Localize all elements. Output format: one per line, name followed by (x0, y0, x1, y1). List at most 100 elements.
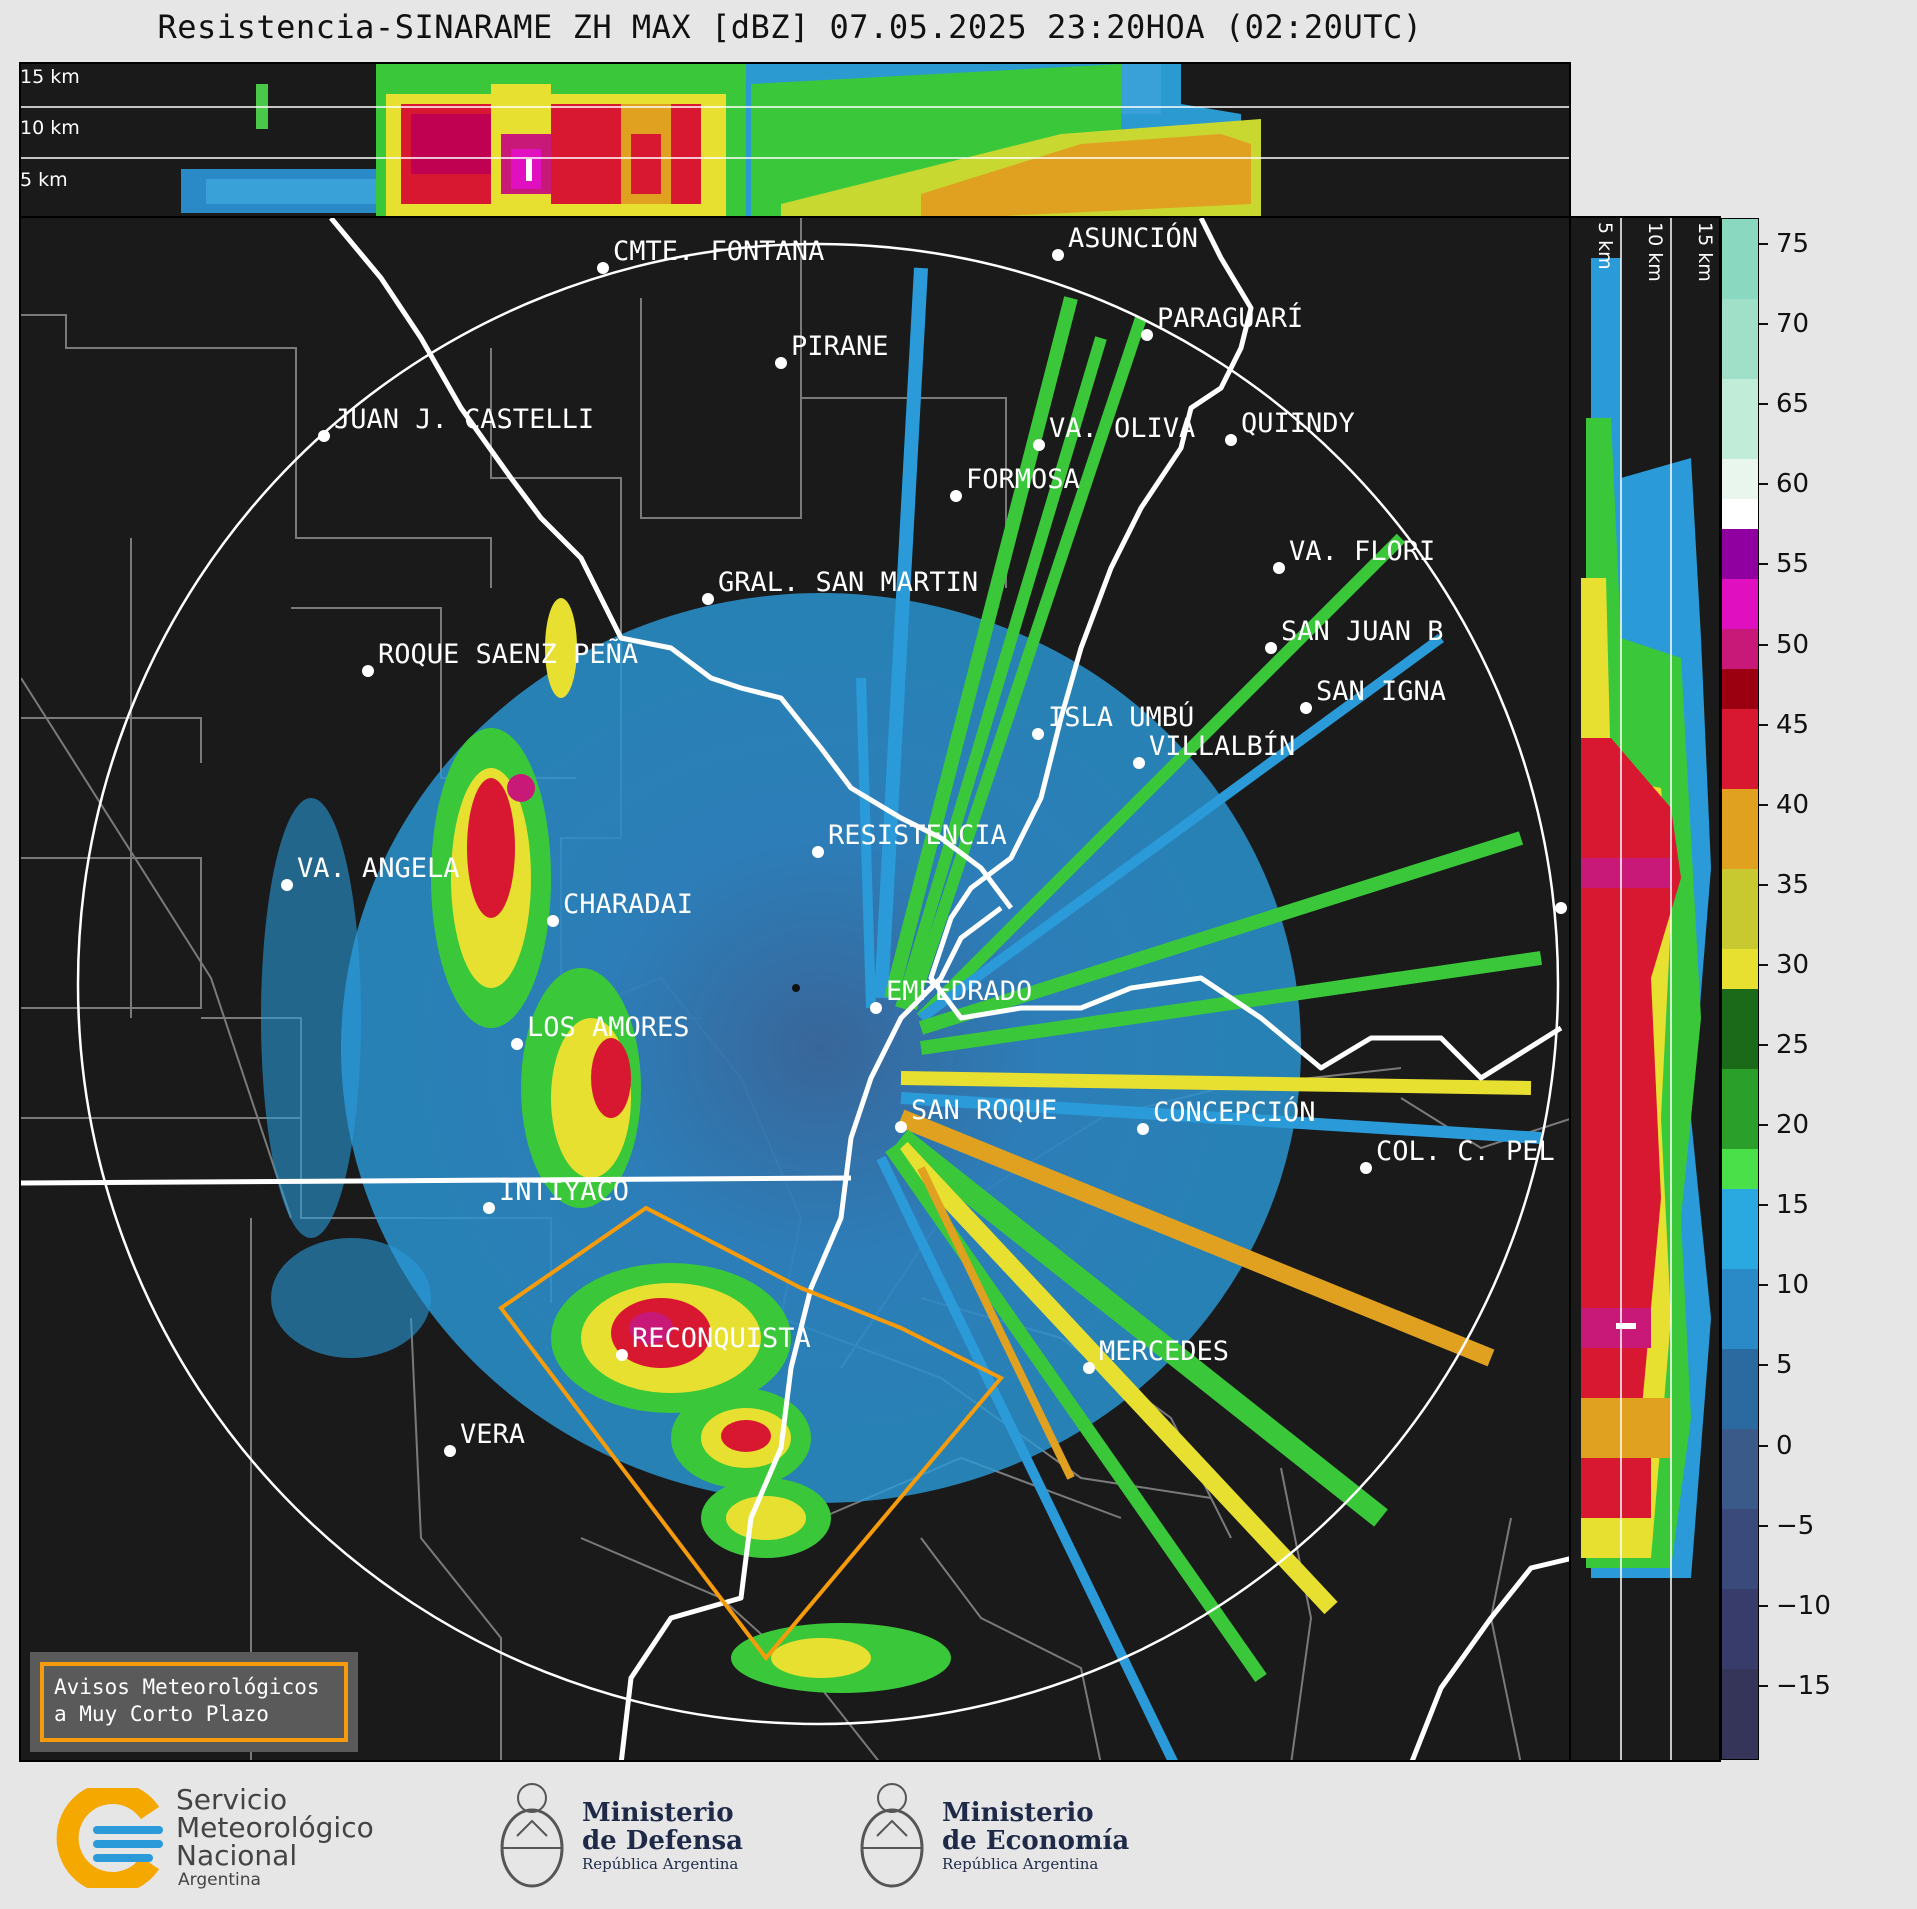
colorbar-tick-label: 10 (1776, 1270, 1810, 1301)
city-dot (812, 846, 824, 858)
city-marker: JUAN J. CASTELLI (318, 404, 594, 442)
economia-line-2: de Economía (942, 1826, 1130, 1856)
side-alt-label-15: 15 km (1694, 222, 1716, 282)
city-dot (597, 262, 609, 274)
smn-line-1: Servicio (176, 1783, 288, 1816)
city-label: COL. C. PEL (1376, 1136, 1555, 1167)
city-label: VA. FLORI (1289, 536, 1435, 567)
city-label: RECONQUISTA (632, 1323, 811, 1354)
colorbar-tick-label: 40 (1776, 789, 1810, 820)
economia-logo-text: Ministerio de Economía República Argenti… (942, 1799, 1129, 1873)
city-dot (1273, 562, 1285, 574)
city-marker: CHARADAI (547, 889, 693, 927)
colorbar-tick-label: −10 (1776, 1590, 1831, 1621)
side-cross-section-panel (1569, 216, 1721, 1762)
city-marker: RESISTENCIA (812, 820, 1007, 858)
city-label: SAN JUAN B (1281, 616, 1444, 647)
city-label: JUAN J. CASTELLI (334, 404, 594, 435)
colorbar-tick-mark (1759, 1204, 1768, 1207)
aviso-box[interactable]: Avisos Meteorológicos a Muy Corto Plazo (30, 1652, 358, 1752)
city-label: VA. OLIVA (1049, 413, 1195, 444)
city-label: ISLA UMBÚ (1048, 701, 1194, 733)
colorbar-tick-label: −5 (1776, 1510, 1815, 1541)
colorbar-tick-label: 30 (1776, 949, 1810, 980)
city-dot (1033, 439, 1045, 451)
smn-logo-text: Servicio Meteorológico Nacional Argentin… (176, 1783, 374, 1891)
city-dot (895, 1121, 907, 1133)
city-label: SAN IGNA (1316, 676, 1446, 707)
side-alt-label-5: 5 km (1594, 222, 1616, 270)
colorbar-tick-label: 60 (1776, 469, 1810, 500)
city-marker: PARAGUARÍ (1141, 302, 1303, 341)
city-dot (702, 593, 714, 605)
footer: Servicio Meteorológico Nacional Argentin… (0, 1762, 1917, 1909)
colorbar (1721, 218, 1759, 1760)
colorbar-tick-mark (1759, 403, 1768, 406)
defensa-line-2: de Defensa (582, 1826, 743, 1856)
city-label: VA. ANGELA (297, 853, 460, 884)
colorbar-tick-mark (1759, 643, 1768, 646)
colorbar-tick-mark (1759, 1284, 1768, 1287)
smn-sub: Argentina (178, 1870, 261, 1890)
city-marker: IT (1555, 902, 1567, 914)
city-dot (362, 665, 374, 677)
smn-line-2: Meteorológico (176, 1811, 374, 1844)
city-marker: VILLALBÍN (1133, 730, 1295, 769)
city-marker: COL. C. PEL (1360, 1136, 1555, 1174)
colorbar-tick-mark (1759, 963, 1768, 966)
colorbar-tick-mark (1759, 1124, 1768, 1127)
range-ring (76, 242, 1560, 1726)
city-label: CMTE. FONTANA (613, 236, 824, 267)
smn-logo: Servicio Meteorológico Nacional Argentin… (55, 1786, 374, 1890)
colorbar-tick-mark (1759, 323, 1768, 326)
colorbar-tick-label: 65 (1776, 389, 1810, 420)
city-label: SAN ROQUE (911, 1095, 1057, 1126)
colorbar-tick-mark (1759, 1444, 1768, 1447)
city-dot (444, 1445, 456, 1457)
colorbar-tick-mark (1759, 723, 1768, 726)
colorbar-tick-label: 0 (1776, 1430, 1793, 1461)
city-dot (1141, 329, 1153, 341)
defensa-line-1: Ministerio (582, 1798, 734, 1828)
colorbar-tick-mark (1759, 563, 1768, 566)
city-label: RESISTENCIA (828, 820, 1007, 851)
city-dot (511, 1038, 523, 1050)
city-label: CHARADAI (563, 889, 693, 920)
coat-of-arms-icon (500, 1783, 564, 1888)
top-cross-section-panel (19, 62, 1571, 218)
colorbar-graphic (1722, 219, 1758, 1759)
city-marker: EMPEDRADO (870, 976, 1032, 1014)
city-marker: CONCEPCIÓN (1137, 1096, 1316, 1135)
radar-map-graphic: CMTE. FONTANA ASUNCIÓN PARAGUARÍ PIRANE JUAN… (21, 218, 1569, 1760)
city-dot (1032, 728, 1044, 740)
city-label: MERCEDES (1099, 1336, 1229, 1367)
city-marker: ASUNCIÓN (1052, 222, 1198, 261)
city-marker: GRAL. SAN MARTIN (702, 567, 978, 605)
colorbar-tick-mark (1759, 243, 1768, 245)
radar-map-panel[interactable]: CMTE. FONTANA ASUNCIÓN PARAGUARÍ PIRANE JUAN… (19, 216, 1571, 1762)
economia-logo: Ministerio de Economía República Argenti… (855, 1776, 1129, 1896)
coat-of-arms-icon-2 (860, 1783, 924, 1888)
city-marker: ISLA UMBÚ (1032, 701, 1194, 740)
city-dot (483, 1202, 495, 1214)
economia-sub: República Argentina (942, 1855, 1099, 1873)
colorbar-tick-label: 50 (1776, 629, 1810, 660)
city-dot (1225, 434, 1237, 446)
city-label: FORMOSA (966, 464, 1080, 495)
smn-line-3: Nacional (176, 1839, 298, 1872)
top-alt-label-15: 15 km (20, 66, 80, 88)
city-marker: SAN ROQUE (895, 1095, 1057, 1133)
aviso-inner: Avisos Meteorológicos a Muy Corto Plazo (40, 1662, 348, 1742)
city-dot (616, 1349, 628, 1361)
city-marker: VA. FLORI (1273, 536, 1435, 574)
city-dot (547, 915, 559, 927)
city-dot (281, 879, 293, 891)
city-markers: CMTE. FONTANA ASUNCIÓN PARAGUARÍ PIRANE JUAN… (281, 222, 1567, 1457)
colorbar-tick-label: 75 (1776, 229, 1810, 259)
city-marker: MERCEDES (1083, 1336, 1229, 1374)
top-alt-label-5: 5 km (20, 169, 68, 191)
colorbar-tick-mark (1759, 1364, 1768, 1367)
city-marker: RECONQUISTA (616, 1323, 811, 1361)
colorbar-tick-mark (1759, 483, 1768, 486)
defensa-logo: Ministerio de Defensa República Argentin… (495, 1776, 743, 1896)
